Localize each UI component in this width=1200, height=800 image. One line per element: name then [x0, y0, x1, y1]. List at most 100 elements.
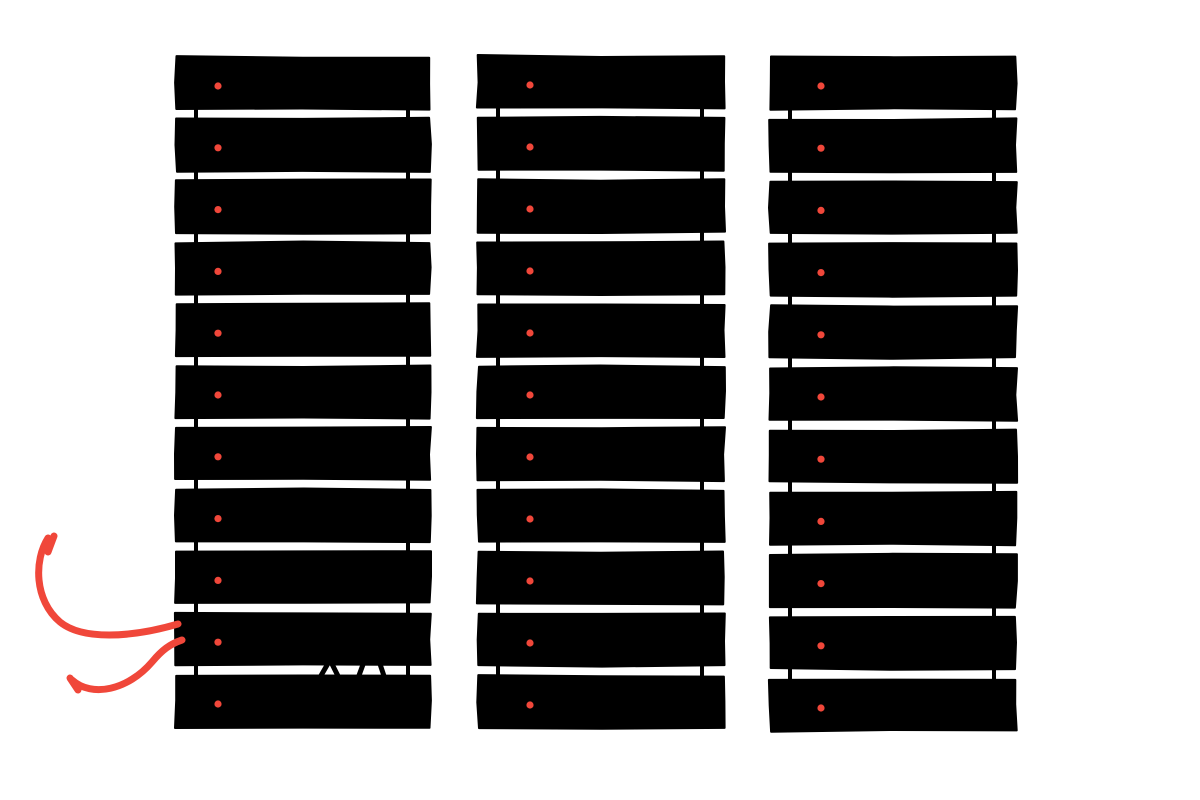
server-unit: [476, 612, 726, 668]
rack-rail: [406, 107, 410, 121]
status-light: [526, 205, 534, 213]
rack-rail: [194, 663, 198, 677]
server-unit: [476, 178, 726, 234]
rack-rail: [788, 355, 792, 370]
rack-rail: [496, 416, 500, 430]
scribble-marks: [297, 568, 407, 715]
server-unit: [173, 611, 432, 667]
rack-rail: [496, 664, 500, 678]
rack-rail: [992, 107, 996, 122]
status-light: [526, 267, 534, 275]
server-unit: [475, 54, 726, 110]
server-unit: [476, 240, 726, 296]
rack-rail: [496, 478, 500, 492]
scribble-line: [329, 568, 407, 584]
status-light: [817, 82, 825, 90]
rack-rail: [700, 478, 704, 492]
server-unit: [174, 674, 432, 729]
rack-rail: [700, 602, 704, 616]
server-unit: [475, 303, 726, 358]
server-unit: [174, 302, 432, 358]
status-light: [526, 515, 534, 523]
rack-rail: [406, 354, 410, 368]
rack-rail: [992, 293, 996, 308]
status-light: [214, 267, 222, 275]
rack-rail: [194, 107, 198, 121]
rack-rail: [496, 168, 500, 182]
server-unit: [174, 550, 432, 604]
rack-rail: [992, 231, 996, 246]
status-light: [214, 206, 222, 214]
rack-rail: [700, 354, 704, 368]
rack-rail: [700, 106, 704, 120]
status-light: [817, 704, 825, 712]
server-unit: [174, 178, 432, 235]
rack-rail: [788, 418, 792, 433]
rack-rail: [194, 477, 198, 492]
rack-rail: [194, 354, 198, 368]
rack-rail: [194, 539, 198, 554]
status-light: [817, 269, 825, 277]
server-rack-2: [475, 54, 726, 730]
server-unit: [476, 115, 726, 172]
rack-rail: [788, 666, 792, 681]
server-unit: [768, 117, 1018, 174]
rack-rail: [992, 542, 996, 557]
status-light: [817, 580, 825, 588]
server-unit: [769, 490, 1018, 547]
server-unit: [768, 180, 1018, 235]
rack-rail: [496, 540, 500, 554]
rack-rail: [406, 416, 410, 430]
server-unit: [767, 678, 1018, 733]
rack-rail: [496, 602, 500, 616]
rack-rail: [700, 230, 704, 244]
status-light: [526, 391, 534, 399]
rack-rail: [992, 355, 996, 370]
status-light: [817, 455, 825, 463]
cable-tip: [44, 532, 58, 556]
server-unit: [768, 366, 1019, 422]
rack-rail: [788, 107, 792, 122]
rack-rail: [406, 663, 410, 677]
rack-rail: [194, 230, 198, 245]
cable-strand: [68, 636, 186, 694]
server-unit: [174, 55, 431, 111]
status-light: [817, 517, 825, 526]
cable-tip: [66, 674, 82, 694]
status-light: [817, 144, 825, 152]
rack-rail: [406, 230, 410, 245]
status-light: [214, 391, 222, 399]
status-light: [214, 453, 222, 461]
status-light: [526, 453, 534, 461]
status-light: [526, 639, 534, 647]
status-light: [526, 81, 534, 89]
rack-rail: [496, 292, 500, 306]
status-light: [214, 576, 222, 585]
rack-rail: [194, 292, 198, 307]
rack-rail: [992, 666, 996, 681]
rack-rail: [992, 169, 996, 184]
server-unit: [174, 116, 432, 173]
server-unit: [476, 674, 726, 730]
rack-rail: [788, 169, 792, 184]
status-light: [214, 329, 222, 337]
rack-rail: [992, 604, 996, 619]
server-unit: [768, 242, 1018, 298]
rack-rail: [496, 230, 500, 244]
status-light: [214, 515, 222, 523]
rack-rail: [496, 106, 500, 120]
rack-rail: [788, 480, 792, 495]
rack-rail: [788, 542, 792, 557]
rack-rail: [406, 601, 410, 616]
server-rack-1: [173, 55, 432, 729]
status-light: [817, 331, 825, 339]
unplugged-red-cable-icon: [35, 532, 186, 694]
rack-rail: [788, 293, 792, 308]
rack-rail: [788, 231, 792, 246]
server-unit: [174, 240, 432, 296]
status-light: [526, 701, 534, 709]
status-light: [526, 329, 534, 337]
status-light: [817, 642, 825, 650]
rack-rail: [700, 292, 704, 306]
